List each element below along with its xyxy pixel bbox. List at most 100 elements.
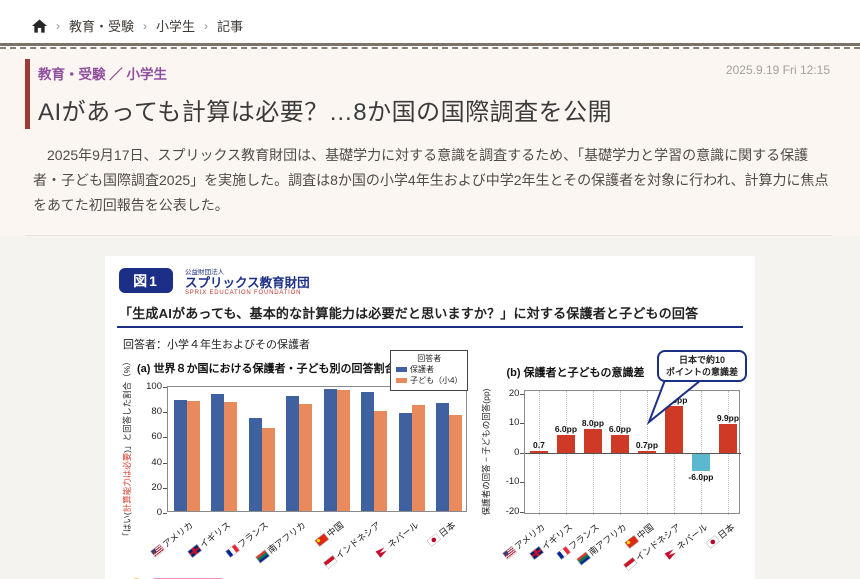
- bar-value-label: 6.0pp: [554, 424, 578, 435]
- y-axis-tickmark: [520, 452, 525, 454]
- legend-header: 回答者: [417, 353, 442, 363]
- figure-image: 図1 公益財団法人 スプリックス教育財団 SPRIX EDUCATION FOU…: [105, 255, 755, 579]
- chart-b-plot: 20100-10-200.76.0pp8.0pp6.0pp0.7pp15.8pp…: [502, 388, 742, 571]
- breadcrumb-separator: ›: [56, 18, 60, 33]
- home-icon[interactable]: [32, 18, 47, 33]
- figure-section: 図1 公益財団法人 スプリックス教育財団 SPRIX EDUCATION FOU…: [0, 235, 860, 579]
- bar-child: [374, 411, 388, 511]
- bar-value-label: 8.0pp: [581, 418, 605, 429]
- legend-swatch-parent: [395, 367, 407, 373]
- chart-a-legend: 回答者 保護者 子ども（小4）: [389, 349, 469, 391]
- flag-icon-fr: [556, 545, 571, 560]
- y-axis-tickmark: [163, 512, 167, 514]
- org-name-en: SPRIX EDUCATION FOUNDATION: [185, 289, 302, 296]
- bar-value-label: 9.9pp: [716, 412, 740, 423]
- category-link[interactable]: 教育・受験 ／ 小学生: [38, 67, 168, 82]
- point-badge: ポイント: [152, 577, 225, 579]
- bar-parent: [361, 391, 375, 511]
- legend-label-parent: 保護者: [409, 365, 434, 375]
- diff-bar: [691, 452, 710, 471]
- legend-swatch-child: [395, 378, 407, 384]
- respondent-note: 回答者：小学４年生およびその保護者: [123, 338, 310, 351]
- breadcrumb-separator: ›: [143, 18, 148, 33]
- point-row: ポイント １か国を除いて、保護者のほうが子どもより強く計算力の必要性を感じている: [129, 577, 747, 579]
- bar-value-label: -6.0pp: [688, 471, 714, 482]
- org-type-label: 公益財団法人: [185, 268, 224, 276]
- bar-child: [299, 403, 313, 511]
- y-axis-tick-label: 60: [151, 431, 162, 443]
- y-axis-tick-label: -20: [505, 505, 520, 517]
- chart-a-title: (a) 世界８か国における保護者・子ども別の回答割合: [137, 362, 396, 375]
- y-axis-tick-label: 0: [514, 446, 520, 458]
- diff-bar: [718, 423, 737, 453]
- y-axis-tick-label: -10: [505, 476, 520, 488]
- chart-a-ylabel: 「はい(計算能力は必要)」と回答した割合（%）: [122, 357, 132, 541]
- y-axis-tickmark: [163, 462, 167, 464]
- flag-icon-id: [623, 557, 638, 571]
- article-title-block: 教育・受験 ／ 小学生 2025.9.19 Fri 12:15 AIがあっても計…: [25, 59, 832, 129]
- bar-parent: [173, 400, 187, 511]
- bar-child: [449, 415, 463, 511]
- breadcrumb-item-article[interactable]: 記事: [217, 19, 244, 34]
- flag-icon-za: [255, 549, 270, 564]
- breadcrumb-separator: ›: [204, 18, 209, 33]
- bar-value-label: 0.7: [533, 439, 545, 450]
- annotation-callout: 日本で約10 ポイントの意識差: [656, 349, 747, 383]
- country-label: 日本: [425, 518, 458, 548]
- diff-bar: [556, 435, 575, 453]
- flag-icon-fr: [225, 543, 240, 558]
- flag-icon-cn: [624, 535, 639, 549]
- flag-icon-za: [576, 551, 591, 566]
- bar-parent: [323, 389, 337, 511]
- chart-a-plot: 0 20 40 60 80 100 アメリカ イギリス フランス 南アフリカ 中国 インドネシア ネパー…: [146, 381, 467, 569]
- bar-parent: [211, 394, 225, 511]
- breadcrumb-item-elementary[interactable]: 小学生: [156, 19, 196, 34]
- bar-parent: [436, 402, 450, 511]
- figure-number-badge: 図1: [119, 268, 173, 294]
- flag-icon-us: [502, 545, 518, 560]
- y-axis-tick-label: 20: [151, 481, 162, 493]
- article-date: 2025.9.19 Fri 12:15: [725, 63, 830, 77]
- diff-bar: [637, 450, 656, 453]
- diff-bar: [664, 406, 683, 453]
- country-label: 日本: [704, 520, 737, 550]
- flag-icon-np: [375, 544, 389, 558]
- flag-icon-uk: [187, 544, 203, 558]
- dashed-divider: [0, 43, 860, 49]
- article-body: 2025年9月17日、スプリックス教育財団は、基礎学力に対する意識を調査するため…: [25, 129, 832, 236]
- bar-parent: [286, 396, 300, 511]
- charts-row: (a) 世界８か国における保護者・子ども別の回答割合 回答者 保護者 子ども（小…: [113, 349, 747, 571]
- diff-bar: [583, 429, 602, 453]
- flag-icon-us: [150, 543, 165, 558]
- y-axis-tick-label: 0: [156, 506, 162, 518]
- y-axis-tickmark: [163, 437, 167, 439]
- bar-parent: [398, 412, 412, 511]
- annotation-callout-tail: [646, 379, 703, 426]
- flag-icon-np: [664, 546, 678, 560]
- y-axis-tick-label: 10: [508, 417, 520, 429]
- y-axis-tickmark: [520, 482, 525, 484]
- breadcrumb-item-education[interactable]: 教育・受験: [69, 19, 135, 34]
- diff-bar: [529, 450, 548, 453]
- breadcrumb: › 教育・受験 › 小学生 › 記事: [0, 0, 860, 43]
- org-name: スプリックス教育財団: [185, 275, 310, 290]
- flag-icon-id: [323, 555, 338, 569]
- flag-icon-jp: [705, 535, 720, 549]
- chart-b-title: (b) 保護者と子どもの意識差: [506, 366, 645, 379]
- bar-value-label: 0.7pp: [635, 439, 659, 450]
- org-logo: 公益財団法人 スプリックス教育財団 SPRIX EDUCATION FOUNDA…: [185, 266, 310, 296]
- chart-a: (a) 世界８か国における保護者・子ども別の回答割合 回答者 保護者 子ども（小…: [113, 349, 470, 570]
- chart-b: (b) 保護者と子どもの意識差 日本で約10 ポイントの意識差 保護者の回答 −…: [478, 349, 747, 571]
- diff-bar: [610, 435, 629, 453]
- flag-icon-cn: [314, 533, 329, 547]
- flag-icon-jp: [426, 533, 442, 547]
- bar-child: [261, 427, 275, 511]
- figure-title: 「生成AIがあっても、基本的な計算能力は必要だと思いますか？」に対する保護者と子…: [117, 301, 743, 328]
- y-axis-tickmark: [520, 511, 525, 513]
- article-header: 教育・受験 ／ 小学生 2025.9.19 Fri 12:15 AIがあっても計…: [0, 49, 860, 236]
- y-axis-tick-label: 40: [151, 456, 162, 468]
- bar-value-label: 6.0pp: [608, 424, 632, 435]
- chart-b-ylabel: 保護者の回答 − 子どもの回答(pp): [481, 388, 492, 516]
- bar-child: [224, 401, 238, 511]
- y-axis-tickmark: [520, 423, 525, 425]
